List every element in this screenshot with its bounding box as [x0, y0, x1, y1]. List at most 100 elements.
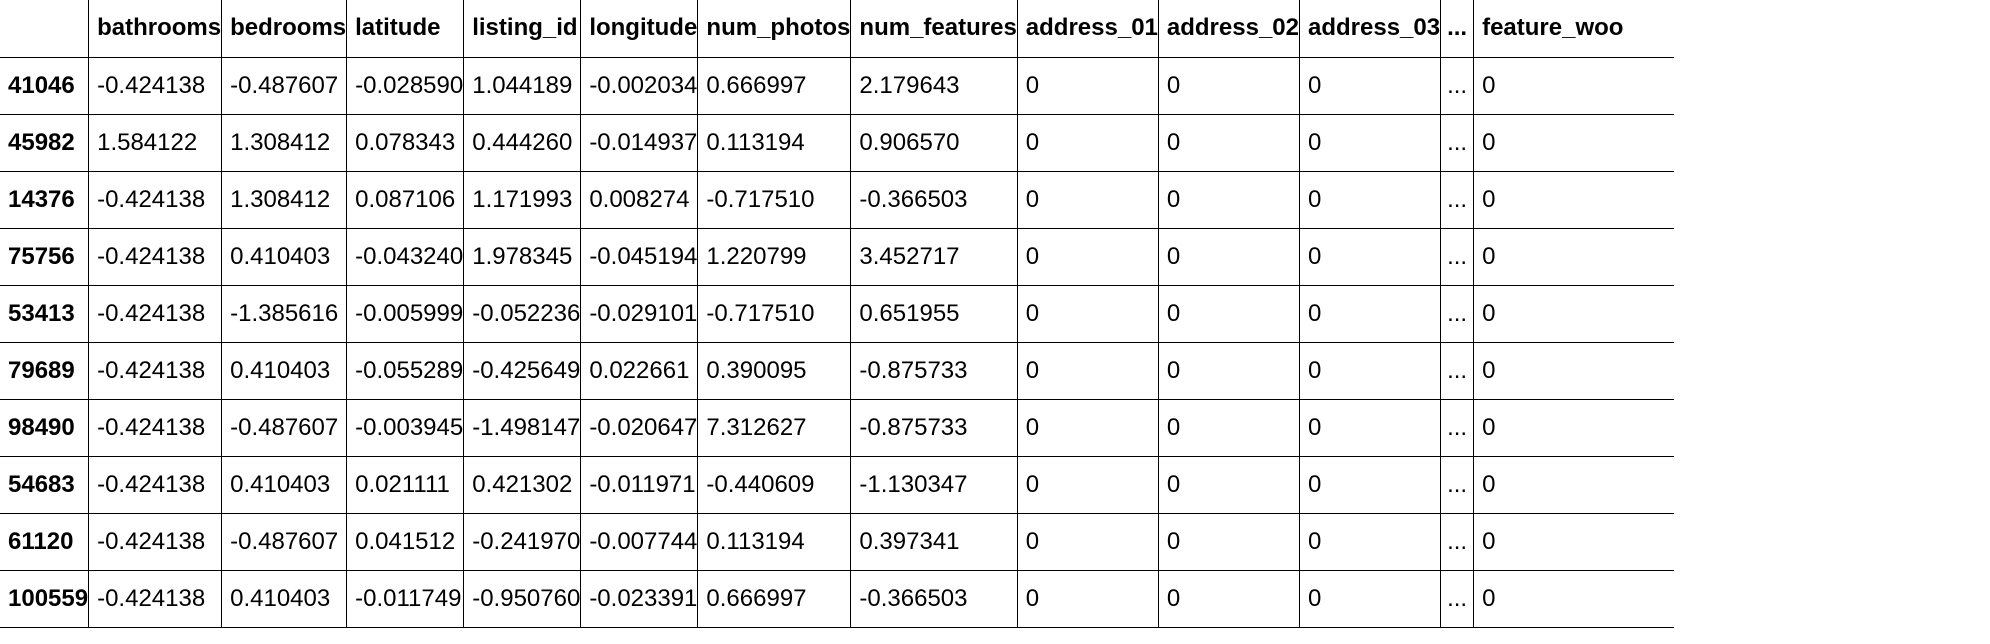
column-header-num-photos: num_photos [697, 0, 851, 58]
column-header-longitude: longitude [580, 0, 698, 58]
cell-listing-id: 1.044189 [463, 57, 581, 115]
cell-address-03: 0 [1298, 228, 1441, 286]
cell-listing-id: 1.171993 [463, 171, 581, 229]
cell-address-01: 0 [1016, 228, 1159, 286]
cell-address-01: 0 [1016, 513, 1159, 571]
cell-num-features: -0.366503 [850, 171, 1018, 229]
column-header-bedrooms: bedrooms [221, 0, 347, 58]
cell-num-features: -0.875733 [850, 399, 1018, 457]
cell-ellipsis: ... [1440, 114, 1474, 172]
cell-longitude: -0.023391 [580, 570, 698, 628]
table-row: 53413 -0.424138 -1.385616 -0.005999 -0.05223… [0, 285, 1674, 343]
row-index: 45982 [0, 114, 89, 172]
cell-longitude: -0.014937 [580, 114, 698, 172]
cell-address-02: 0 [1157, 171, 1300, 229]
cell-num-features: 0.397341 [850, 513, 1018, 571]
cell-bedrooms: 1.308412 [221, 171, 347, 229]
cell-address-01: 0 [1016, 570, 1159, 628]
row-index: 79689 [0, 342, 89, 400]
cell-ellipsis: ... [1440, 228, 1474, 286]
cell-address-02: 0 [1157, 456, 1300, 514]
cell-bathrooms: -0.424138 [88, 570, 222, 628]
cell-num-photos: 0.666997 [697, 57, 851, 115]
cell-address-01: 0 [1016, 57, 1159, 115]
table-body: 41046 -0.424138 -0.487607 -0.028590 1.044189… [0, 57, 1674, 628]
cell-bedrooms: 0.410403 [221, 570, 347, 628]
cell-address-02: 0 [1157, 513, 1300, 571]
cell-address-01: 0 [1016, 114, 1159, 172]
row-index: 61120 [0, 513, 89, 571]
cell-num-features: -1.130347 [850, 456, 1018, 514]
cell-ellipsis: ... [1440, 399, 1474, 457]
cell-num-photos: 0.666997 [697, 570, 851, 628]
column-header-address-03: address_03 [1298, 0, 1441, 58]
cell-bathrooms: -0.424138 [88, 513, 222, 571]
row-index: 41046 [0, 57, 89, 115]
cell-num-photos: 0.390095 [697, 342, 851, 400]
row-index: 100559 [0, 570, 89, 628]
cell-address-01: 0 [1016, 399, 1159, 457]
table-row: 41046 -0.424138 -0.487607 -0.028590 1.044189… [0, 57, 1674, 115]
cell-num-photos: -0.440609 [697, 456, 851, 514]
cell-address-01: 0 [1016, 171, 1159, 229]
cell-longitude: -0.002034 [580, 57, 698, 115]
table-row: 45982 1.584122 1.308412 0.078343 0.444260 -0.… [0, 114, 1674, 172]
column-header-listing-id: listing_id [463, 0, 581, 58]
cell-num-photos: 7.312627 [697, 399, 851, 457]
cell-bathrooms: 1.584122 [88, 114, 222, 172]
header-row: bathrooms bedrooms latitude listing_id l… [0, 0, 1674, 58]
cell-bedrooms: -0.487607 [221, 399, 347, 457]
row-index: 75756 [0, 228, 89, 286]
cell-feature-woo: 0 [1473, 399, 1674, 457]
cell-bathrooms: -0.424138 [88, 57, 222, 115]
row-index: 54683 [0, 456, 89, 514]
cell-listing-id: -0.425649 [463, 342, 581, 400]
cell-longitude: -0.011971 [580, 456, 698, 514]
cell-feature-woo: 0 [1473, 513, 1674, 571]
cell-address-02: 0 [1157, 342, 1300, 400]
cell-num-features: 2.179643 [850, 57, 1018, 115]
cell-address-03: 0 [1298, 171, 1441, 229]
table-header: bathrooms bedrooms latitude listing_id l… [0, 0, 1674, 58]
cell-address-02: 0 [1157, 57, 1300, 115]
cell-bedrooms: -1.385616 [221, 285, 347, 343]
cell-longitude: -0.029101 [580, 285, 698, 343]
table-row: 14376 -0.424138 1.308412 0.087106 1.171993 0.… [0, 171, 1674, 229]
cell-num-photos: 0.113194 [697, 114, 851, 172]
cell-feature-woo: 0 [1473, 57, 1674, 115]
cell-address-03: 0 [1298, 456, 1441, 514]
cell-address-03: 0 [1298, 342, 1441, 400]
index-header [0, 0, 89, 58]
cell-longitude: 0.022661 [580, 342, 698, 400]
cell-ellipsis: ... [1440, 171, 1474, 229]
column-header-latitude: latitude [346, 0, 464, 58]
cell-latitude: -0.043240 [346, 228, 464, 286]
cell-address-02: 0 [1157, 399, 1300, 457]
cell-latitude: -0.011749 [346, 570, 464, 628]
column-header-bathrooms: bathrooms [88, 0, 222, 58]
cell-address-03: 0 [1298, 570, 1441, 628]
cell-bedrooms: 1.308412 [221, 114, 347, 172]
cell-address-02: 0 [1157, 228, 1300, 286]
cell-feature-woo: 0 [1473, 285, 1674, 343]
cell-ellipsis: ... [1440, 285, 1474, 343]
column-header-address-01: address_01 [1016, 0, 1159, 58]
cell-ellipsis: ... [1440, 513, 1474, 571]
cell-latitude: -0.055289 [346, 342, 464, 400]
cell-num-photos: 0.113194 [697, 513, 851, 571]
cell-address-02: 0 [1157, 570, 1300, 628]
cell-feature-woo: 0 [1473, 171, 1674, 229]
cell-ellipsis: ... [1440, 57, 1474, 115]
cell-longitude: 0.008274 [580, 171, 698, 229]
cell-num-photos: -0.717510 [697, 285, 851, 343]
cell-bathrooms: -0.424138 [88, 342, 222, 400]
cell-ellipsis: ... [1440, 456, 1474, 514]
cell-latitude: 0.041512 [346, 513, 464, 571]
cell-address-03: 0 [1298, 114, 1441, 172]
table-row: 79689 -0.424138 0.410403 -0.055289 -0.425649… [0, 342, 1674, 400]
cell-latitude: -0.003945 [346, 399, 464, 457]
cell-feature-woo: 0 [1473, 228, 1674, 286]
table-row: 61120 -0.424138 -0.487607 0.041512 -0.241970… [0, 513, 1674, 571]
cell-bedrooms: 0.410403 [221, 228, 347, 286]
cell-feature-woo: 0 [1473, 342, 1674, 400]
